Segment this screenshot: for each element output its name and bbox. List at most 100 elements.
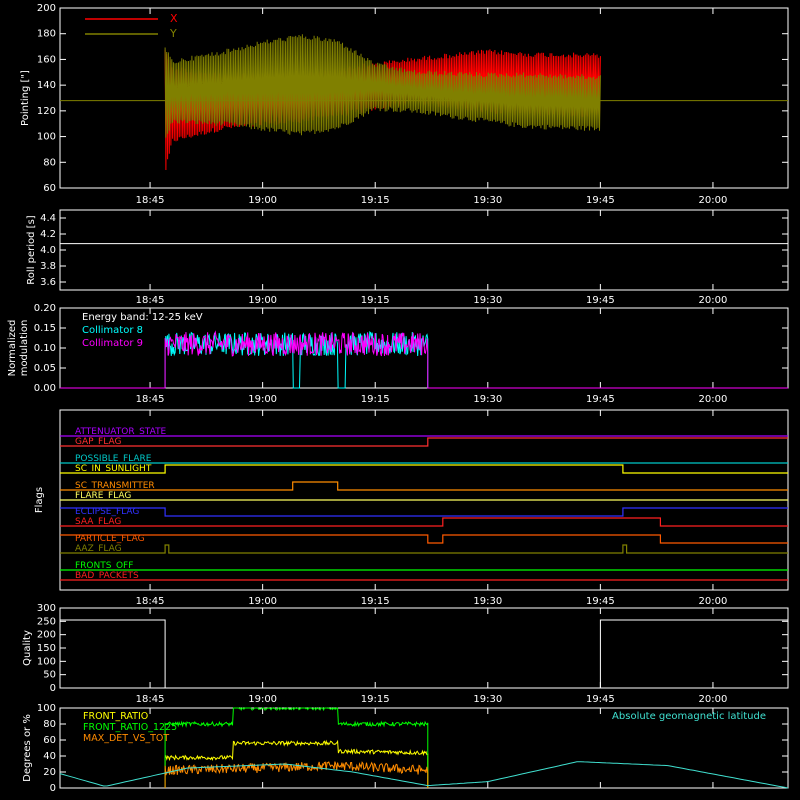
flag-label: ATTENUATOR_STATE [75,427,167,437]
y-tick-label: 60 [43,735,56,746]
series-absolute-geomagnetic-latitude-line [59,761,789,789]
legend-label: X [170,12,178,25]
y-tick-label: 3.8 [40,261,56,272]
x-tick-label: 19:15 [361,694,390,705]
x-tick-label: 18:45 [136,295,165,306]
x-tick-label: 19:45 [586,394,615,405]
x-tick-label: 19:00 [248,394,277,405]
legend-label: Collimator 8 [82,325,143,336]
x-tick-label: 19:15 [361,596,390,607]
y-axis-label: Roll period [s] [26,215,37,284]
series-collimator-9-line [60,330,788,389]
legend-label: FRONT_RATIO_1225 [83,722,177,733]
x-tick-label: 19:15 [361,295,390,306]
y-tick-label: 3.6 [40,277,56,288]
x-tick-label: 19:45 [586,295,615,306]
x-tick-label: 18:45 [136,195,165,206]
y-tick-label: 120 [37,106,56,117]
legend-label: MAX_DET_VS_TOT [83,733,169,744]
x-tick-label: 19:15 [361,394,390,405]
series-front-ratio-1225-line [164,707,429,789]
y-tick-label: 50 [43,670,56,681]
x-tick-label: 19:45 [586,694,615,705]
y-tick-label: 80 [43,157,56,168]
y-tick-label: 0 [50,783,56,794]
y-tick-label: 0.20 [34,303,56,314]
y-tick-label: 250 [37,616,56,627]
y-axis-label-line-1: Normalized [7,320,18,377]
y-tick-label: 0.00 [34,383,56,394]
flag-label: GAP_FLAG [75,437,121,447]
y-axis-label: Quality [22,630,33,666]
y-tick-label: 160 [37,54,56,65]
x-tick-label: 19:15 [361,195,390,206]
panel-frame-5 [59,707,789,789]
y-axis-label: Normalizedmodulation [7,320,30,377]
x-tick-label: 19:00 [248,295,277,306]
x-tick-label: 19:30 [473,195,502,206]
panel-frame-0 [59,7,789,189]
flag-label: PARTICLE_FLAG [75,534,145,544]
flag-particle-flag-line [60,534,788,544]
flag-eclipse-flag-line [60,507,788,517]
series-y-line [164,34,601,138]
x-tick-label: 19:30 [473,394,502,405]
y-tick-label: 0.10 [34,343,56,354]
x-tick-label: 19:00 [248,596,277,607]
legend-label: Y [169,27,177,40]
panel-frame-1 [59,209,789,291]
y-tick-label: 300 [37,603,56,614]
x-tick-label: 20:00 [699,195,728,206]
flag-label: BAD_PACKETS [75,571,139,581]
x-tick-label: 19:00 [248,195,277,206]
quality-line [60,619,788,689]
legend-label: FRONT_RATIO [83,711,148,722]
y-tick-label: 80 [43,719,56,730]
flag-label: POSSIBLE_FLARE [75,454,152,464]
y-tick-label: 100 [37,656,56,667]
x-tick-label: 19:30 [473,596,502,607]
y-tick-label: 180 [37,29,56,40]
x-tick-label: 20:00 [699,394,728,405]
y-tick-label: 4.2 [40,229,56,240]
y-tick-label: 100 [37,703,56,714]
flag-label: FLARE_FLAG [75,491,131,501]
legend-title: Energy band: 12-25 keV [82,312,203,323]
y-tick-label: 20 [43,767,56,778]
y-tick-label: 40 [43,751,56,762]
y-tick-label: 150 [37,643,56,654]
y-tick-label: 100 [37,132,56,143]
x-tick-label: 20:00 [699,694,728,705]
flag-label: AAZ_FLAG [75,544,122,554]
y-tick-label: 140 [37,80,56,91]
y-tick-label: 0.15 [34,323,56,334]
y-axis-label: Pointing ["] [20,70,31,126]
flag-label: SAA_FLAG [75,517,121,527]
legend-label: Collimator 9 [82,338,143,349]
x-tick-label: 19:45 [586,195,615,206]
y-axis-label: Degrees or % [22,714,33,782]
x-tick-label: 19:30 [473,295,502,306]
x-tick-label: 19:00 [248,694,277,705]
y-tick-label: 60 [43,183,56,194]
y-tick-label: 200 [37,630,56,641]
flag-label: SC_IN_SUNLIGHT [75,464,152,474]
flag-label: SC_TRANSMITTER [75,481,155,491]
flag-aaz-flag-line [60,544,788,554]
flag-label: FRONTS_OFF [75,561,133,571]
y-tick-label: 0.05 [34,363,56,374]
flag-sc-in-sunlight-line [60,464,788,474]
flag-sc-transmitter-line [60,481,788,491]
y-tick-label: 0 [50,683,56,694]
x-tick-label: 19:45 [586,596,615,607]
x-tick-label: 18:45 [136,596,165,607]
flag-saa-flag-line [60,517,788,527]
y-tick-label: 4.4 [40,213,56,224]
y-tick-label: 4.0 [40,245,56,256]
geomagnetic-latitude-label: Absolute geomagnetic latitude [612,711,766,722]
x-tick-label: 20:00 [699,295,728,306]
x-tick-label: 20:00 [699,596,728,607]
flag-gap-flag-line [60,437,788,447]
y-axis-label-line-2: modulation [19,320,30,377]
